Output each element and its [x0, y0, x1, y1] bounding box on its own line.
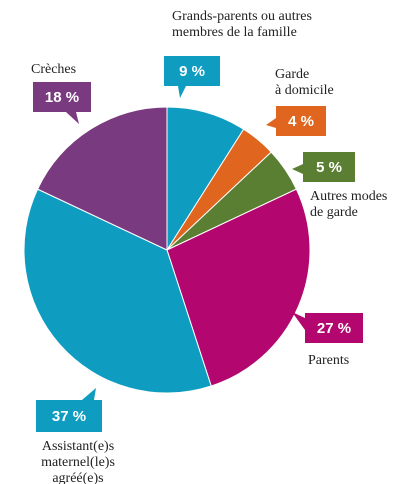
pie-slice [36, 106, 168, 251]
callout-pointer [66, 112, 79, 124]
slice-value-label: 5 % [316, 159, 342, 176]
callout-pointer [266, 118, 276, 128]
slice-category-label: maternel(le)s [41, 455, 115, 470]
value-label-box [33, 82, 91, 112]
slice-category-label: Garde [275, 67, 309, 82]
value-label-box [303, 152, 355, 182]
slice-value-label: 4 % [288, 113, 314, 130]
slice-category-label: agréé(e)s [52, 471, 103, 484]
slice-category-label: Parents [308, 353, 349, 368]
slice-category-label: à domicile [275, 83, 334, 98]
pie-slice [23, 188, 212, 394]
slice-category-label: Assistant(e)s [42, 439, 114, 454]
pie-slice [166, 106, 245, 252]
pie-slice [166, 188, 311, 387]
value-label-box [36, 400, 102, 432]
slice-value-label: 18 % [45, 89, 79, 106]
slice-category-label: Autres modes [310, 189, 387, 204]
value-label-box [305, 313, 363, 343]
callout-pointer [292, 164, 303, 174]
slice-value-label: 9 % [179, 63, 205, 80]
slice-category-label: membres de la famille [172, 25, 297, 40]
slice-value-label: 27 % [317, 320, 351, 337]
slice-value-label: 37 % [52, 408, 86, 425]
slice-category-label: Crèches [31, 62, 76, 77]
slice-callout: 27 % Parents [292, 312, 363, 368]
slice-category-label: Grands-parents ou autres [172, 9, 312, 24]
callout-pointer [178, 86, 186, 98]
value-label-box [276, 106, 326, 136]
pie-slices [23, 106, 311, 394]
slice-category-label: de garde [310, 205, 358, 220]
slice-callout: 18 % Crèches [31, 62, 91, 124]
callout-pointer [82, 388, 96, 400]
callout-pointer [292, 312, 305, 330]
value-label-box [164, 56, 220, 86]
